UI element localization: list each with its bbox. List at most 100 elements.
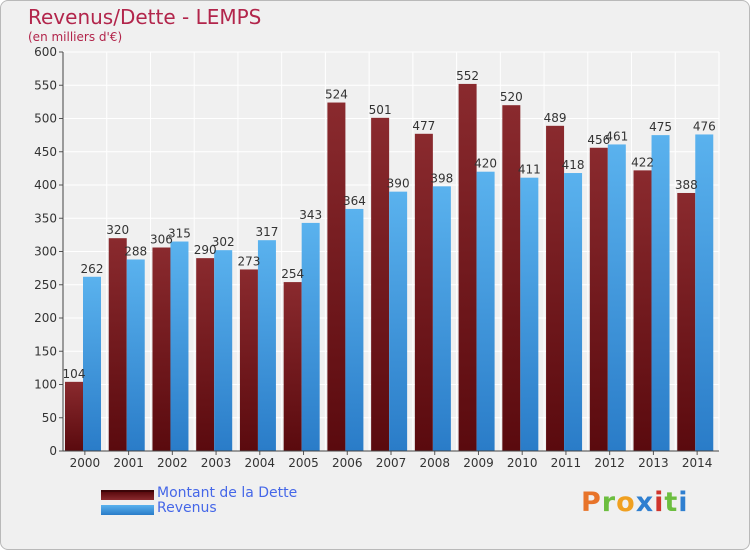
data-label-dette: 290 <box>194 243 217 257</box>
data-label-revenus: 476 <box>693 119 716 133</box>
logo-letter: i <box>678 487 689 518</box>
x-tick-label: 2005 <box>288 456 319 470</box>
data-label-dette: 524 <box>325 88 348 102</box>
bar-revenus <box>695 134 714 451</box>
bar-dette <box>633 170 652 451</box>
x-tick-label: 2010 <box>507 456 538 470</box>
y-tick-label: 50 <box>42 411 57 425</box>
y-tick-label: 150 <box>34 344 57 358</box>
data-label-revenus: 364 <box>343 194 366 208</box>
data-label-revenus: 317 <box>255 225 278 239</box>
data-label-revenus: 390 <box>387 177 410 191</box>
y-tick-label: 450 <box>34 145 57 159</box>
bar-dette <box>458 83 477 452</box>
bar-dette <box>239 269 258 451</box>
data-label-revenus: 418 <box>562 158 585 172</box>
bar-dette <box>546 125 565 451</box>
x-tick-label: 2006 <box>332 456 363 470</box>
x-tick-label: 2009 <box>463 456 494 470</box>
axes: 0 50 100 150 200 250 300 350 400 450 500 550 600 2000… <box>34 45 719 470</box>
proxiti-logo: Proxiti <box>581 487 689 518</box>
x-tick-label: 2004 <box>245 456 276 470</box>
x-tick-label: 2014 <box>682 456 713 470</box>
bar-revenus <box>214 250 233 451</box>
logo-letter: o <box>616 487 636 518</box>
x-tick-label: 2008 <box>419 456 450 470</box>
y-tick-label: 300 <box>34 245 57 259</box>
bar-dette <box>327 102 346 451</box>
data-label-revenus: 315 <box>168 227 191 241</box>
data-label-revenus: 398 <box>430 171 453 185</box>
logo-letter: P <box>581 487 602 518</box>
data-label-revenus: 262 <box>81 262 104 276</box>
y-tick-label: 100 <box>34 378 57 392</box>
data-label-dette: 520 <box>500 90 523 104</box>
x-tick-label: 2007 <box>376 456 407 470</box>
data-label-dette: 254 <box>281 267 304 281</box>
chart-subtitle: (en milliers d'€) <box>28 30 123 44</box>
data-label-revenus: 461 <box>605 129 628 143</box>
bar-dette <box>414 133 433 452</box>
y-tick-label: 250 <box>34 278 57 292</box>
y-tick-label: 600 <box>34 45 57 59</box>
x-tick-label: 2013 <box>638 456 669 470</box>
x-tick-label: 2011 <box>551 456 582 470</box>
y-tick-label: 350 <box>34 211 57 225</box>
bar-dette <box>677 192 696 452</box>
data-label-dette: 501 <box>369 103 392 117</box>
x-tick-label: 2003 <box>201 456 232 470</box>
bar-revenus <box>520 177 539 451</box>
bar-dette <box>196 258 215 451</box>
logo-letter: r <box>601 487 617 518</box>
legend-label-revenue: Revenus <box>157 500 217 516</box>
bar-dette <box>502 105 521 451</box>
data-label-dette: 273 <box>237 254 260 268</box>
y-tick-label: 0 <box>49 444 57 458</box>
data-label-revenus: 288 <box>124 244 147 258</box>
bar-revenus <box>301 222 320 451</box>
data-label-dette: 104 <box>63 367 86 381</box>
bar-revenus <box>257 240 276 451</box>
y-tick-label: 550 <box>34 78 57 92</box>
bar-dette <box>283 282 302 451</box>
data-label-dette: 489 <box>544 111 567 125</box>
bars <box>65 83 714 452</box>
data-label-dette: 477 <box>412 119 435 133</box>
x-tick-label: 2002 <box>157 456 188 470</box>
bar-revenus <box>432 186 451 451</box>
legend-label-debt: Montant de la Dette <box>157 485 298 501</box>
data-label-dette: 320 <box>106 223 129 237</box>
logo-letter: i <box>654 487 665 518</box>
data-label-dette: 422 <box>631 155 654 169</box>
bar-dette <box>371 117 390 452</box>
bar-revenus <box>564 173 583 451</box>
data-label-revenus: 343 <box>299 208 322 222</box>
chart-title: Revenus/Dette - LEMPS <box>28 5 262 29</box>
bar-dette <box>108 238 127 451</box>
legend-swatch-debt <box>101 490 154 500</box>
bar-revenus <box>170 241 189 451</box>
bar-revenus <box>126 259 145 451</box>
bar-revenus <box>389 191 408 451</box>
bar-revenus <box>607 144 626 451</box>
bar-revenus <box>345 208 364 451</box>
data-label-dette: 456 <box>587 133 610 147</box>
x-tick-label: 2012 <box>594 456 625 470</box>
data-label-revenus: 411 <box>518 163 541 177</box>
data-label-revenus: 420 <box>474 157 497 171</box>
x-tick-label: 2001 <box>113 456 144 470</box>
y-tick-label: 500 <box>34 112 57 126</box>
logo-letter: x <box>635 487 655 518</box>
bar-dette <box>589 147 608 451</box>
data-label-revenus: 475 <box>649 120 672 134</box>
bar-dette <box>65 381 83 451</box>
y-tick-label: 200 <box>34 311 57 325</box>
y-tick-label: 400 <box>34 178 57 192</box>
data-label-revenus: 302 <box>212 235 235 249</box>
data-label-dette: 306 <box>150 233 173 247</box>
x-tick-label: 2000 <box>70 456 101 470</box>
bar-revenus <box>83 276 101 451</box>
